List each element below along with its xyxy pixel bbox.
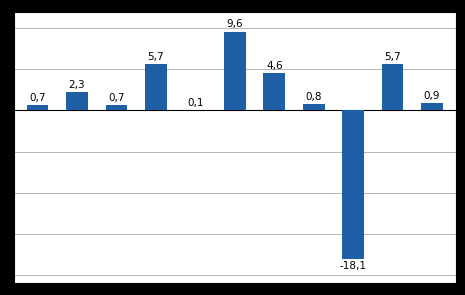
Text: 0,7: 0,7 (29, 93, 46, 103)
Bar (382, 64, 404, 111)
Bar (27, 105, 48, 111)
Text: 2,3: 2,3 (69, 80, 86, 89)
Bar (421, 103, 443, 111)
Text: 4,6: 4,6 (266, 60, 283, 71)
Text: 0,7: 0,7 (108, 93, 125, 103)
Bar (263, 73, 285, 111)
Text: 0,8: 0,8 (306, 92, 322, 102)
Bar (145, 64, 167, 111)
Text: 9,6: 9,6 (226, 19, 243, 30)
Bar (303, 104, 325, 111)
Text: 5,7: 5,7 (384, 52, 401, 62)
Text: 0,9: 0,9 (424, 91, 440, 101)
Bar (342, 111, 364, 259)
Bar (185, 110, 206, 111)
Text: 0,1: 0,1 (187, 98, 204, 108)
Text: 5,7: 5,7 (147, 52, 164, 62)
Bar (224, 32, 246, 111)
Bar (106, 105, 127, 111)
Bar (66, 91, 88, 111)
Text: -18,1: -18,1 (339, 261, 366, 271)
